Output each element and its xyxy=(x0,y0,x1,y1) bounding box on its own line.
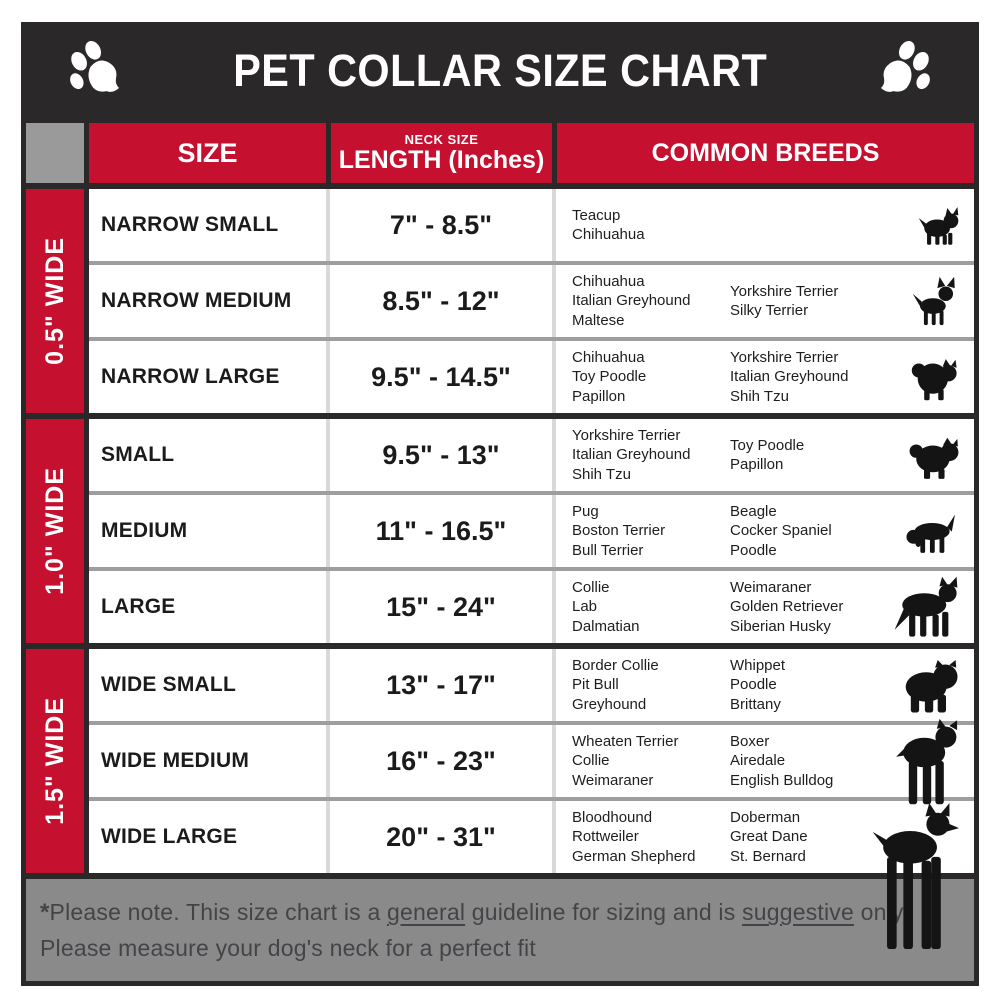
size-cell: WIDE MEDIUM xyxy=(89,725,326,797)
width-label: 1.5" WIDE xyxy=(40,697,69,825)
header-neck-size-label: NECK SIZE xyxy=(404,131,479,147)
neck-length-cell: 8.5" - 12" xyxy=(326,265,552,337)
footer-line-2: Please measure your dog's neck for a per… xyxy=(40,935,536,962)
breeds-list-1: Border Collie Pit Bull Greyhound xyxy=(572,656,659,713)
breeds-cell: Bloodhound Rottweiler German Shepherd Do… xyxy=(552,801,974,950)
pomeranian-icon xyxy=(908,352,962,402)
neck-length-cell: 9.5" - 13" xyxy=(326,419,552,491)
breeds-cell: Wheaten Terrier Collie Weimaraner Boxer … xyxy=(552,718,974,805)
width-band-1-0: 1.0" WIDE xyxy=(26,419,89,643)
breeds-cell: Collie Lab Dalmatian Weimaraner Golden R… xyxy=(552,571,974,643)
breeds-list-1: Chihuahua Toy Poodle Papillon xyxy=(572,348,647,405)
paw-print-icon xyxy=(873,40,935,102)
size-cell: WIDE LARGE xyxy=(89,801,326,873)
neck-length-cell: 11" - 16.5" xyxy=(326,495,552,567)
header-neck-length: NECK SIZE LENGTH (Inches) xyxy=(326,123,552,183)
breeds-list-2: Weimaraner Golden Retriever Siberian Hus… xyxy=(730,578,844,635)
breeds-list-1: Bloodhound Rottweiler German Shepherd xyxy=(572,808,696,865)
breeds-list-2: Beagle Cocker Spaniel Poodle xyxy=(730,502,832,559)
section-1-0-wide: 1.0" WIDE SMALL 9.5" - 13" Yorkshire Ter… xyxy=(26,419,974,643)
breeds-list-2: Yorkshire Terrier Italian Greyhound Shih… xyxy=(730,348,849,405)
header-common-breeds: COMMON BREEDS xyxy=(552,123,974,183)
page-title: PET COLLAR SIZE CHART xyxy=(232,44,768,96)
table-header-row: SIZE NECK SIZE LENGTH (Inches) COMMON BR… xyxy=(26,123,974,183)
title-bar: PET COLLAR SIZE CHART xyxy=(21,22,979,119)
width-band-1-5: 1.5" WIDE xyxy=(26,649,89,873)
pit-bull-icon xyxy=(892,717,962,809)
neck-length-cell: 7" - 8.5" xyxy=(326,189,552,261)
asterisk: * xyxy=(40,899,50,926)
footer-line-1: *Please note. This size chart is a gener… xyxy=(40,899,909,926)
doberman-icon xyxy=(864,803,960,953)
header-spacer-cell xyxy=(26,123,89,183)
width-label: 0.5" WIDE xyxy=(40,237,69,365)
breeds-cell: Pug Boston Terrier Bull Terrier Beagle C… xyxy=(552,495,974,567)
breeds-list-1: Yorkshire Terrier Italian Greyhound Shih… xyxy=(572,426,691,483)
neck-length-cell: 13" - 17" xyxy=(326,649,552,721)
width-label: 1.0" WIDE xyxy=(40,467,69,595)
yorkshire-terrier-icon xyxy=(916,204,962,246)
neck-length-cell: 16" - 23" xyxy=(326,725,552,797)
breeds-cell: Border Collie Pit Bull Greyhound Whippet… xyxy=(552,649,974,721)
shih-tzu-icon xyxy=(906,430,962,480)
breeds-list-2: Yorkshire Terrier Silky Terrier xyxy=(730,282,839,320)
breeds-cell: Yorkshire Terrier Italian Greyhound Shih… xyxy=(552,419,974,491)
breeds-list-1: Wheaten Terrier Collie Weimaraner xyxy=(572,732,679,789)
size-cell: WIDE SMALL xyxy=(89,649,326,721)
paw-print-icon xyxy=(65,40,127,102)
neck-length-cell: 9.5" - 14.5" xyxy=(326,341,552,413)
german-shepherd-icon xyxy=(892,576,962,638)
size-cell: SMALL xyxy=(89,419,326,491)
size-cell: LARGE xyxy=(89,571,326,643)
breeds-list-1: Pug Boston Terrier Bull Terrier xyxy=(572,502,666,559)
breeds-list-1: Collie Lab Dalmatian xyxy=(572,578,640,635)
breeds-list-1: Teacup Chihuahua xyxy=(572,206,645,244)
size-chart-board: PET COLLAR SIZE CHART SIZE NECK SIZE LEN… xyxy=(21,22,979,986)
width-band-0-5: 0.5" WIDE xyxy=(26,189,89,413)
size-cell: NARROW MEDIUM xyxy=(89,265,326,337)
breeds-list-2: Toy Poodle Papillon xyxy=(730,436,805,474)
breeds-list-2: Whippet Poodle Brittany xyxy=(730,656,786,713)
size-cell: NARROW SMALL xyxy=(89,189,326,261)
size-cell: MEDIUM xyxy=(89,495,326,567)
bulldog-icon xyxy=(898,653,962,717)
breeds-cell: Chihuahua Italian Greyhound Maltese York… xyxy=(552,265,974,337)
beagle-icon xyxy=(900,507,962,555)
chihuahua-icon xyxy=(906,275,962,327)
size-cell: NARROW LARGE xyxy=(89,341,326,413)
header-size: SIZE xyxy=(89,123,326,183)
breeds-list-1: Chihuahua Italian Greyhound Maltese xyxy=(572,272,691,329)
underlined-word-suggestive: suggestive xyxy=(742,899,854,925)
header-length-label: LENGTH (Inches) xyxy=(338,146,545,175)
neck-length-cell: 20" - 31" xyxy=(326,801,552,873)
underlined-word-general: general xyxy=(387,899,466,925)
section-0-5-wide: 0.5" WIDE NARROW SMALL 7" - 8.5" Teacup … xyxy=(26,189,974,413)
neck-length-cell: 15" - 24" xyxy=(326,571,552,643)
breeds-list-2: Doberman Great Dane St. Bernard xyxy=(730,808,808,865)
breeds-cell: Chihuahua Toy Poodle Papillon Yorkshire … xyxy=(552,341,974,413)
breeds-cell: Teacup Chihuahua xyxy=(552,189,974,261)
footer-note: *Please note. This size chart is a gener… xyxy=(26,879,974,981)
breeds-list-2: Boxer Airedale English Bulldog xyxy=(730,732,834,789)
section-1-5-wide: 1.5" WIDE WIDE SMALL 13" - 17" Border Co… xyxy=(26,649,974,950)
